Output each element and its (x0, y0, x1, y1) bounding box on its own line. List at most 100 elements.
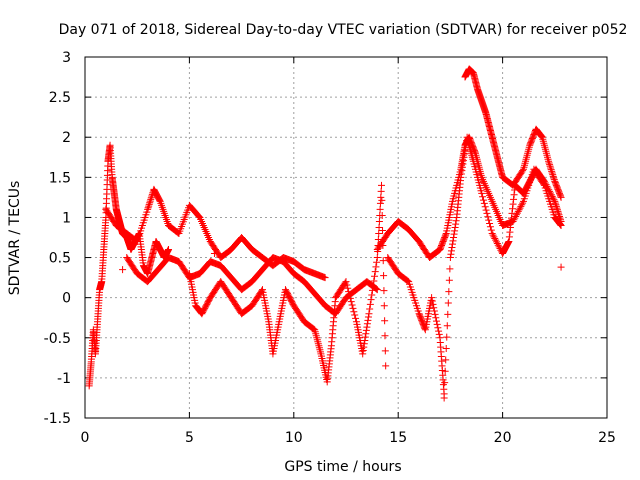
data-point (553, 204, 561, 212)
data-point (450, 234, 458, 241)
data-point (378, 211, 386, 219)
data-point (445, 276, 453, 284)
data-point (441, 379, 449, 387)
data-point (442, 344, 450, 352)
data-point (512, 212, 520, 220)
x-tick-label: 10 (285, 430, 303, 446)
data-point (545, 159, 553, 167)
y-tick-label: 2 (62, 130, 71, 146)
series-isolated-points (119, 250, 565, 402)
data-point (445, 288, 453, 296)
data-point (258, 287, 266, 295)
x-tick-label: 20 (494, 430, 512, 446)
data-point (541, 179, 549, 187)
data-point (447, 250, 455, 258)
data-point (343, 281, 351, 289)
data-point (377, 187, 385, 195)
data-point (557, 217, 565, 225)
data-point (372, 285, 380, 293)
y-tick-label: 3 (62, 50, 71, 66)
data-point (458, 167, 466, 175)
series-sat-track-f (384, 133, 565, 398)
data-point (374, 236, 382, 244)
data-point (435, 327, 443, 335)
data-point (376, 199, 384, 207)
data-point (321, 274, 329, 282)
data-point (457, 173, 465, 181)
data-point (366, 300, 374, 308)
data-point (367, 296, 375, 304)
data-point (546, 187, 554, 195)
data-point (544, 184, 552, 192)
data-point (557, 193, 565, 201)
data-point (487, 226, 495, 234)
data-point (344, 284, 352, 292)
data-point (551, 197, 559, 205)
data-point (492, 236, 500, 244)
data-point (441, 367, 449, 375)
data-point (510, 191, 518, 199)
data-point (371, 272, 379, 280)
data-point (557, 263, 565, 271)
data-point (145, 202, 153, 210)
data-point (446, 265, 454, 273)
y-tick-label: -0.5 (44, 331, 71, 347)
data-point (546, 162, 554, 170)
data-point (509, 205, 517, 213)
data-point (372, 263, 380, 271)
data-point (362, 330, 370, 338)
data-point (548, 167, 556, 175)
data-point (350, 308, 358, 316)
data-point (515, 206, 523, 214)
data-point (119, 266, 127, 274)
data-point (448, 240, 456, 248)
data-point (554, 209, 562, 217)
data-point (506, 228, 514, 236)
data-point (380, 302, 388, 310)
x-tick-label: 5 (185, 430, 194, 446)
series-sat-track-d (185, 181, 390, 386)
data-point (364, 313, 372, 321)
data-point (365, 310, 373, 318)
data-point (361, 336, 369, 344)
data-point (553, 206, 561, 214)
data-point (459, 157, 467, 165)
data-point (491, 235, 499, 243)
x-tick-label: 0 (81, 430, 90, 446)
data-point (557, 216, 565, 224)
data-point (552, 201, 560, 209)
data-point (547, 166, 555, 174)
data-point (486, 223, 494, 231)
data-point (366, 305, 374, 313)
data-point (430, 307, 438, 315)
data-point (549, 172, 557, 180)
data-point (481, 203, 489, 211)
data-point (443, 333, 451, 341)
data-point (379, 226, 387, 234)
data-point (505, 238, 513, 246)
data-point (514, 207, 522, 215)
data-point (440, 394, 448, 402)
data-point (519, 167, 527, 175)
data-point (460, 153, 468, 161)
data-point (505, 233, 513, 241)
data-point (368, 286, 376, 294)
data-point (380, 287, 388, 295)
data-point (434, 324, 442, 332)
data-point (518, 201, 526, 209)
data-point (360, 340, 368, 348)
data-point (547, 191, 555, 199)
data-point (428, 294, 436, 302)
data-point (444, 310, 452, 318)
data-point (381, 347, 389, 355)
data-point (446, 254, 454, 262)
data-point (346, 294, 354, 302)
data-point (444, 299, 452, 307)
data-point (432, 314, 440, 322)
data-point (145, 200, 153, 208)
data-point (144, 205, 152, 213)
data-point (156, 196, 164, 204)
data-point (513, 211, 521, 219)
data-point (452, 220, 460, 228)
data-point (545, 186, 553, 194)
